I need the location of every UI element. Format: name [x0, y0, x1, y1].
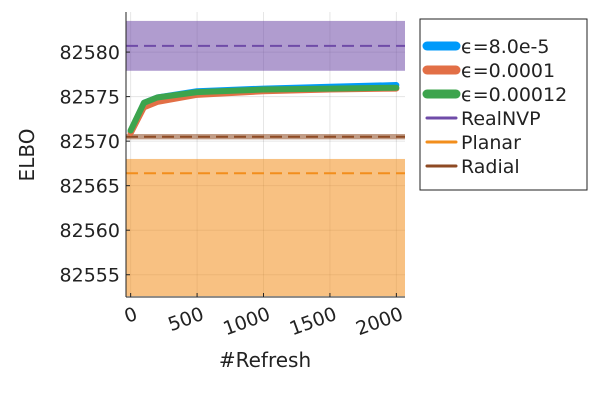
- baseline-bands: [126, 20, 405, 297]
- x-ticks: 0 500 1000 1500 2000: [121, 293, 406, 340]
- y-tick-label: 82580: [60, 42, 120, 64]
- y-tick-label: 82565: [60, 176, 120, 198]
- planar-band: [126, 158, 405, 297]
- x-axis-label: #Refresh: [219, 348, 311, 372]
- series-line-3: [127, 84, 400, 134]
- x-tick-label: 0: [121, 303, 140, 328]
- y-tick-label: 82570: [60, 131, 120, 153]
- y-tick-label: 82560: [60, 220, 120, 242]
- y-ticks: 82555 82560 82565 82570 82575 82580: [60, 42, 130, 287]
- axes: [125, 12, 405, 298]
- legend-label: Planar: [461, 132, 521, 154]
- y-axis-label: ELBO: [15, 129, 39, 182]
- x-tick-label: 2000: [353, 303, 406, 340]
- x-tick-label: 500: [165, 303, 207, 336]
- radial-band: [126, 134, 405, 140]
- y-tick-label: 82555: [60, 265, 120, 287]
- y-tick-label: 82575: [60, 87, 120, 109]
- legend: ϵ=8.0e-5ϵ=0.0001ϵ=0.00012RealNVPPlanarRa…: [419, 18, 588, 191]
- legend-label: ϵ=0.0001: [461, 60, 555, 82]
- series-lines: [127, 82, 400, 137]
- x-tick-label: 1500: [287, 303, 340, 340]
- legend-label: ϵ=8.0e-5: [461, 36, 549, 58]
- legend-label: RealNVP: [461, 108, 541, 130]
- x-tick-label: 1000: [220, 303, 273, 340]
- legend-label: ϵ=0.00012: [461, 84, 567, 106]
- legend-label: Radial: [461, 156, 520, 178]
